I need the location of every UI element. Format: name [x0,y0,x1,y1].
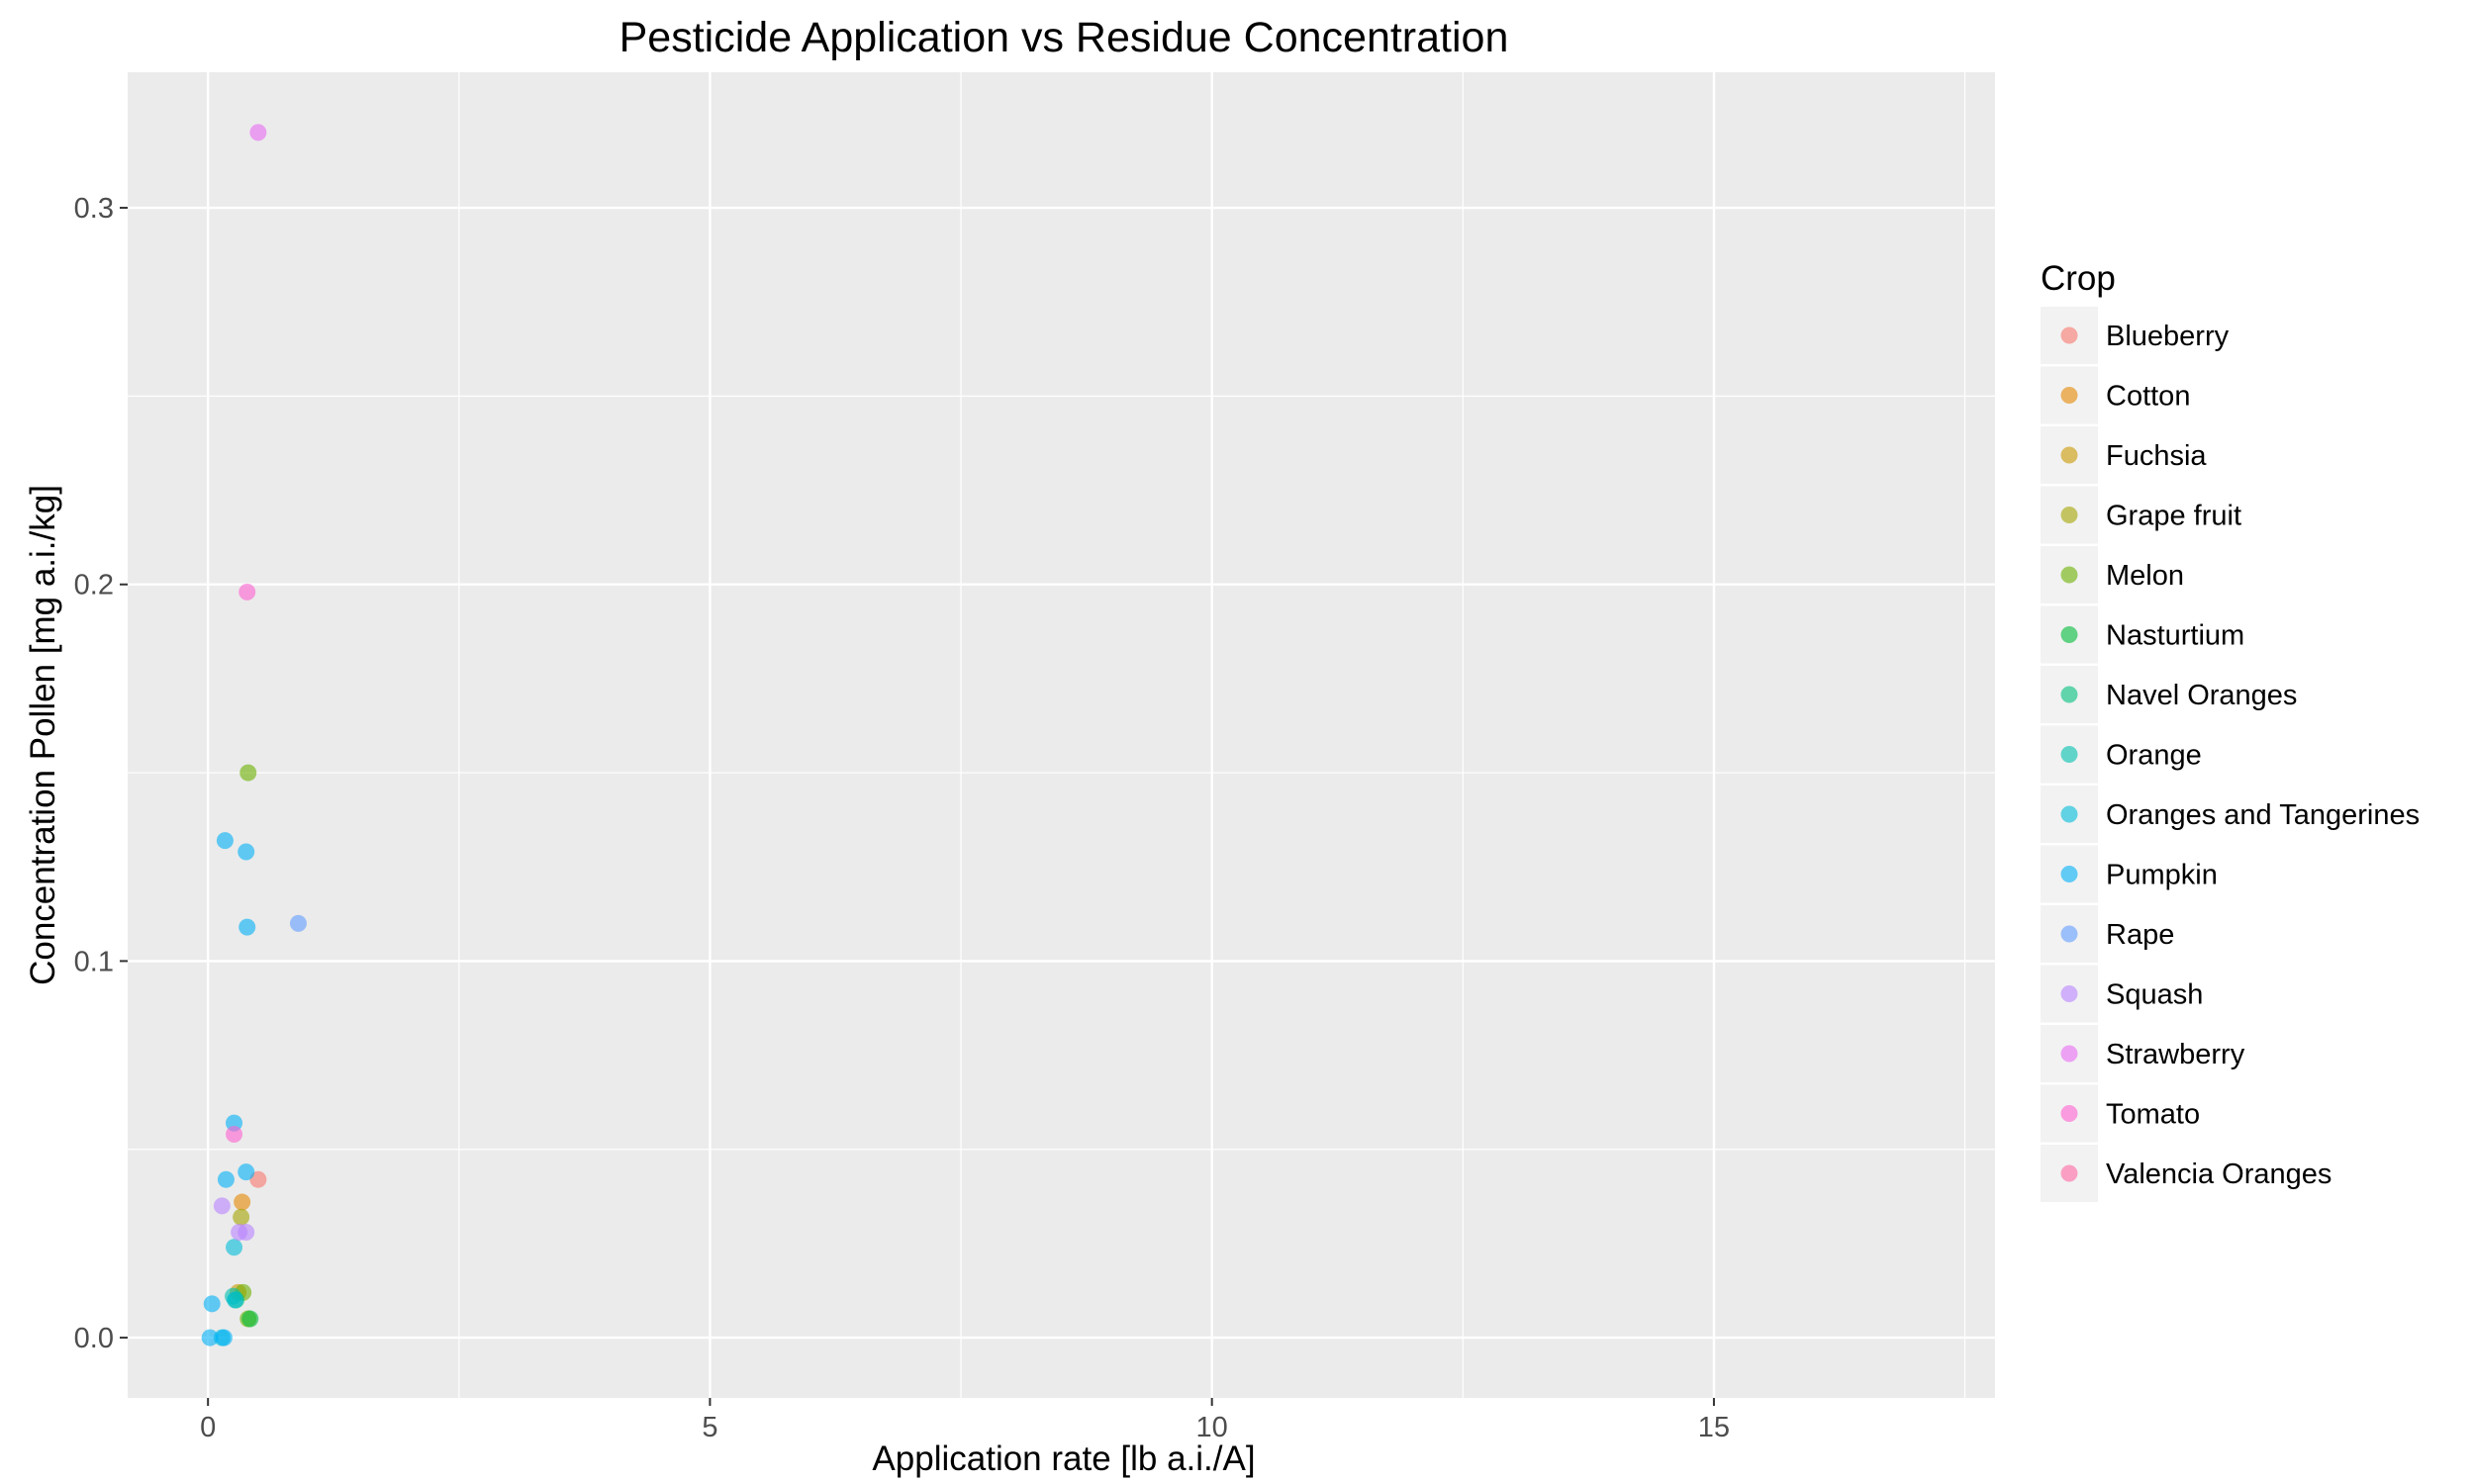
data-point [241,1310,259,1328]
data-point [233,1208,250,1226]
legend-label: Cotton [2106,381,2190,413]
legend-swatch [2060,626,2078,643]
major-gridlines [128,72,1995,1398]
plot-panel [128,72,1995,1398]
legend-swatch [2060,566,2078,584]
data-point [203,1295,221,1313]
data-point [226,1126,243,1144]
legend-label: Nasturtium [2106,620,2244,652]
x-tick-label: 15 [1698,1412,1730,1443]
y-tick-label: 0.2 [74,570,114,602]
data-point [249,124,267,141]
legend-label: Strawberry [2106,1039,2245,1070]
data-point [215,1329,233,1346]
data-point [249,1170,267,1188]
legend-label: Squash [2106,979,2203,1011]
legend-label: Tomato [2106,1099,2200,1131]
y-tick-label: 0.3 [74,193,114,225]
y-tick-label: 0.0 [74,1323,114,1354]
data-point [201,1329,219,1346]
legend-swatch [2060,686,2078,703]
legend-label: Fuchsia [2106,440,2207,472]
legend-swatch [2060,805,2078,823]
data-points [201,124,307,1346]
legend-title: Crop [2041,259,2116,298]
legend-swatch [2060,1164,2078,1182]
y-axis-title: Concentration Pollen [mg a.i./kg] [24,485,62,985]
legend-swatch [2060,446,2078,464]
data-point [217,1170,235,1188]
y-tick-label: 0.1 [74,946,114,977]
data-point [216,832,234,850]
legend-swatch [2060,925,2078,943]
data-point [231,1224,248,1241]
legend-label: Rape [2106,919,2174,951]
data-point [238,583,256,601]
legend-label: Navel Oranges [2106,680,2297,711]
x-axis-ticks: 0 5 10 15 [200,1398,1730,1443]
legend-swatch [2060,326,2078,344]
x-tick-label: 5 [702,1412,717,1443]
minor-gridlines [128,72,1995,1398]
x-axis-title: Application rate [lb a.i./A] [872,1439,1255,1478]
data-point [226,1239,243,1256]
data-point [213,1197,231,1215]
legend-label: Valencia Oranges [2106,1159,2331,1190]
x-tick-label: 0 [200,1412,216,1443]
data-point [238,1163,255,1181]
data-point [289,914,307,932]
legend-swatch [2060,866,2078,882]
legend-label: Orange [2106,740,2202,772]
legend-swatch [2060,387,2078,404]
legend-swatch [2060,1105,2078,1122]
legend-swatch [2060,746,2078,763]
legend-label: Grape fruit [2106,501,2241,532]
chart-title: Pesticide Application vs Residue Concent… [619,14,1509,61]
data-point [238,918,256,936]
legend-label: Melon [2106,560,2184,592]
data-point [239,764,257,782]
y-axis-ticks: 0.0 0.1 0.2 0.3 [74,193,128,1354]
data-point [227,1291,244,1309]
legend: Crop Blueberry Cotton Fuchsia Grape fruit Me… [2041,259,2420,1202]
data-point [234,1193,251,1211]
x-tick-label: 10 [1196,1412,1228,1443]
legend-label: Blueberry [2106,321,2230,352]
legend-swatch [2060,507,2078,523]
legend-swatch [2060,1045,2078,1063]
legend-label: Pumpkin [2106,860,2218,891]
legend-swatch [2060,985,2078,1002]
data-point [238,843,255,861]
legend-label: Oranges and Tangerines [2106,799,2420,831]
